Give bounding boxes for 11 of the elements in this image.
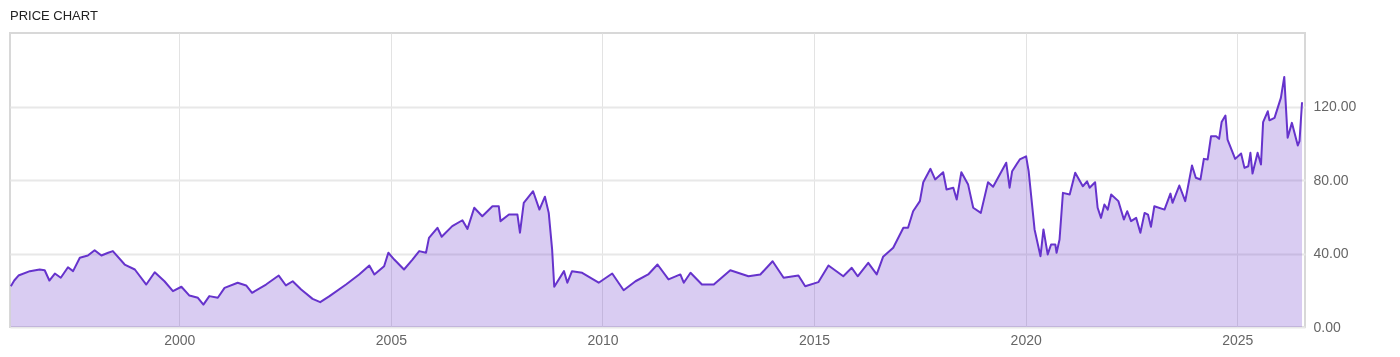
x-tick-label: 2005 bbox=[375, 331, 408, 348]
x-tick-label: 2015 bbox=[799, 331, 831, 348]
x-tick-label: 2010 bbox=[587, 331, 619, 348]
x-tick-label: 2000 bbox=[164, 331, 196, 348]
x-tick-label: 2020 bbox=[1010, 331, 1042, 348]
y-tick-label: 40.00 bbox=[1313, 245, 1349, 261]
x-tick-label: 2025 bbox=[1222, 331, 1254, 348]
y-tick-label: 120.00 bbox=[1313, 98, 1357, 114]
y-tick-label: 0.00 bbox=[1313, 318, 1341, 335]
chart-title: PRICE CHART bbox=[10, 8, 98, 23]
y-tick-label: 80.00 bbox=[1313, 171, 1349, 188]
